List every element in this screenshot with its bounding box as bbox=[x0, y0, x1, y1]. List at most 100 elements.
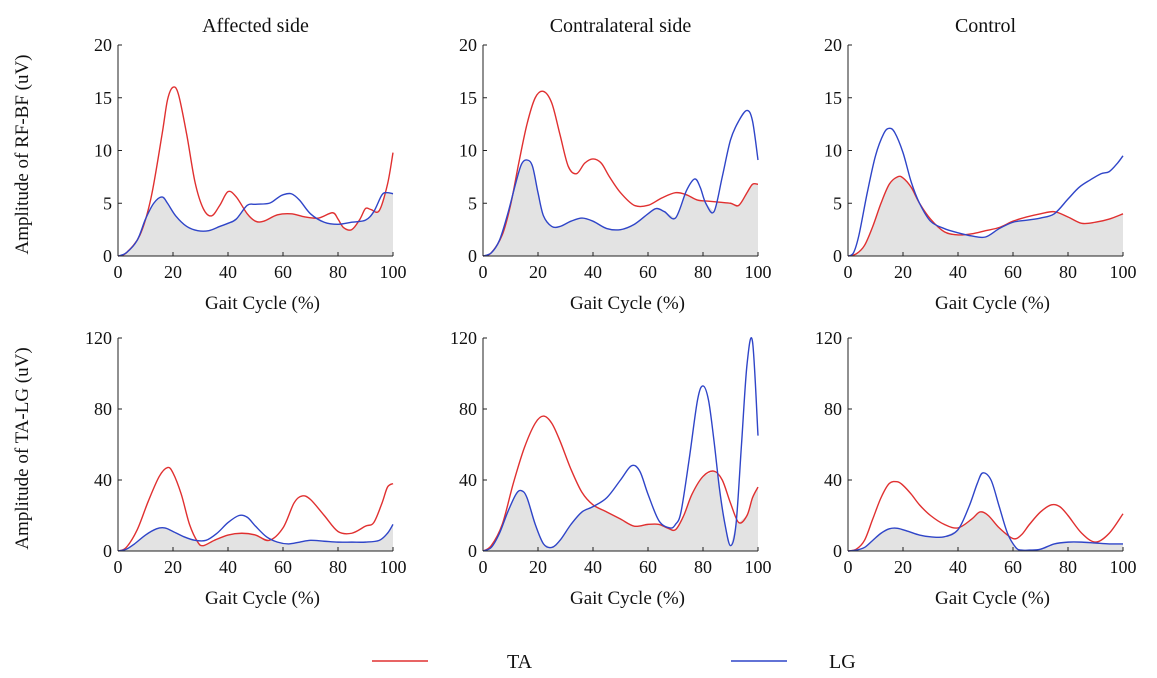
series-line-lg bbox=[482, 109, 759, 257]
panel-3: 0 20 40 60 80 100 0 5 10 15 20 Control Gait Cycle (%… bbox=[824, 15, 1137, 314]
series-line-lg bbox=[482, 337, 759, 552]
panel-title: Contralateral side bbox=[550, 15, 692, 37]
panel-title: Control bbox=[955, 15, 1017, 37]
y-tick-label: 20 bbox=[459, 35, 477, 55]
y-tick-label: 0 bbox=[468, 541, 477, 561]
series-line-lg bbox=[847, 472, 1124, 552]
x-tick-label: 20 bbox=[164, 557, 182, 577]
series-line-ta bbox=[482, 90, 759, 257]
x-tick-label: 0 bbox=[114, 262, 123, 282]
overlap-area bbox=[483, 160, 758, 256]
y-tick-label: 10 bbox=[824, 141, 842, 161]
x-tick-label: 60 bbox=[274, 262, 292, 282]
series-line-lg bbox=[847, 127, 1124, 257]
legend-label-lg: LG bbox=[829, 651, 856, 673]
x-axis-label: Gait Cycle (%) bbox=[935, 293, 1050, 314]
panel-title: Affected side bbox=[202, 15, 309, 37]
x-tick-label: 40 bbox=[584, 262, 602, 282]
series-line-ta bbox=[117, 86, 394, 257]
x-tick-label: 80 bbox=[1059, 557, 1077, 577]
x-tick-label: 40 bbox=[949, 262, 967, 282]
x-tick-label: 0 bbox=[479, 557, 488, 577]
x-tick-label: 40 bbox=[949, 557, 967, 577]
x-tick-label: 80 bbox=[694, 262, 712, 282]
y-tick-label: 5 bbox=[468, 193, 477, 213]
y-tick-label: 120 bbox=[815, 328, 842, 348]
x-axis-label: Gait Cycle (%) bbox=[570, 588, 685, 609]
x-tick-label: 60 bbox=[1004, 262, 1022, 282]
y-tick-label: 40 bbox=[94, 470, 112, 490]
y-tick-label: 20 bbox=[94, 35, 112, 55]
y-tick-label: 40 bbox=[824, 470, 842, 490]
x-axis-label: Gait Cycle (%) bbox=[205, 293, 320, 314]
series-line-ta bbox=[117, 466, 394, 552]
x-tick-label: 0 bbox=[844, 557, 853, 577]
x-tick-label: 100 bbox=[1110, 557, 1137, 577]
y-tick-label: 120 bbox=[450, 328, 477, 348]
legend: TA LG bbox=[372, 651, 856, 673]
x-tick-label: 20 bbox=[894, 557, 912, 577]
y-tick-label: 0 bbox=[103, 246, 112, 266]
x-tick-label: 80 bbox=[1059, 262, 1077, 282]
panel-4: 0 20 40 60 80 100 0 40 80 120 Gait Cycle (%) Amplit… bbox=[12, 328, 407, 609]
series-line-ta bbox=[847, 175, 1124, 257]
overlap-area bbox=[483, 471, 758, 551]
y-tick-label: 15 bbox=[824, 88, 842, 108]
x-tick-label: 100 bbox=[380, 557, 407, 577]
y-axis-label: Amplitude of RF-BF (uV) bbox=[12, 54, 33, 254]
x-tick-label: 60 bbox=[639, 262, 657, 282]
overlap-area bbox=[848, 176, 1123, 256]
x-tick-label: 60 bbox=[1004, 557, 1022, 577]
x-tick-label: 0 bbox=[479, 262, 488, 282]
series-line-lg bbox=[117, 191, 394, 257]
overlap-area bbox=[118, 524, 393, 551]
y-tick-label: 0 bbox=[833, 541, 842, 561]
overlap-area bbox=[848, 511, 1123, 551]
panel-6: 0 20 40 60 80 100 0 40 80 120 Gait Cycle (%) bbox=[815, 328, 1137, 609]
legend-label-ta: TA bbox=[507, 651, 533, 673]
y-tick-label: 0 bbox=[103, 541, 112, 561]
x-axis-label: Gait Cycle (%) bbox=[205, 588, 320, 609]
x-tick-label: 20 bbox=[164, 262, 182, 282]
x-tick-label: 100 bbox=[1110, 262, 1137, 282]
y-tick-label: 80 bbox=[94, 399, 112, 419]
y-tick-label: 10 bbox=[459, 141, 477, 161]
y-tick-label: 120 bbox=[85, 328, 112, 348]
x-tick-label: 100 bbox=[380, 262, 407, 282]
panel-2: 0 20 40 60 80 100 0 5 10 15 20 Contralateral side Ga… bbox=[459, 15, 772, 314]
y-tick-label: 5 bbox=[103, 193, 112, 213]
x-tick-label: 20 bbox=[894, 262, 912, 282]
x-tick-label: 80 bbox=[329, 557, 347, 577]
x-tick-label: 60 bbox=[639, 557, 657, 577]
y-tick-label: 40 bbox=[459, 470, 477, 490]
series-line-lg bbox=[117, 514, 394, 552]
panel-5: 0 20 40 60 80 100 0 40 80 120 Gait Cycle (%) bbox=[450, 328, 772, 609]
y-tick-label: 15 bbox=[94, 88, 112, 108]
x-tick-label: 100 bbox=[745, 557, 772, 577]
y-tick-label: 0 bbox=[833, 246, 842, 266]
y-tick-label: 80 bbox=[824, 399, 842, 419]
y-tick-label: 20 bbox=[824, 35, 842, 55]
overlap-area bbox=[118, 192, 393, 256]
x-tick-label: 0 bbox=[844, 262, 853, 282]
y-tick-label: 80 bbox=[459, 399, 477, 419]
y-tick-label: 5 bbox=[833, 193, 842, 213]
y-tick-label: 10 bbox=[94, 141, 112, 161]
x-axis-label: Gait Cycle (%) bbox=[935, 588, 1050, 609]
x-axis-label: Gait Cycle (%) bbox=[570, 293, 685, 314]
panel-1: 0 20 40 60 80 100 0 5 10 15 20 Affected side Gait Cy… bbox=[12, 15, 407, 314]
series-line-ta bbox=[482, 415, 759, 552]
x-tick-label: 40 bbox=[219, 262, 237, 282]
x-tick-label: 20 bbox=[529, 557, 547, 577]
x-tick-label: 0 bbox=[114, 557, 123, 577]
series-line-ta bbox=[847, 480, 1124, 552]
x-tick-label: 80 bbox=[694, 557, 712, 577]
x-tick-label: 100 bbox=[745, 262, 772, 282]
x-tick-label: 80 bbox=[329, 262, 347, 282]
x-tick-label: 20 bbox=[529, 262, 547, 282]
x-tick-label: 60 bbox=[274, 557, 292, 577]
x-tick-label: 40 bbox=[584, 557, 602, 577]
y-axis-label: Amplitude of TA-LG (uV) bbox=[12, 347, 33, 549]
